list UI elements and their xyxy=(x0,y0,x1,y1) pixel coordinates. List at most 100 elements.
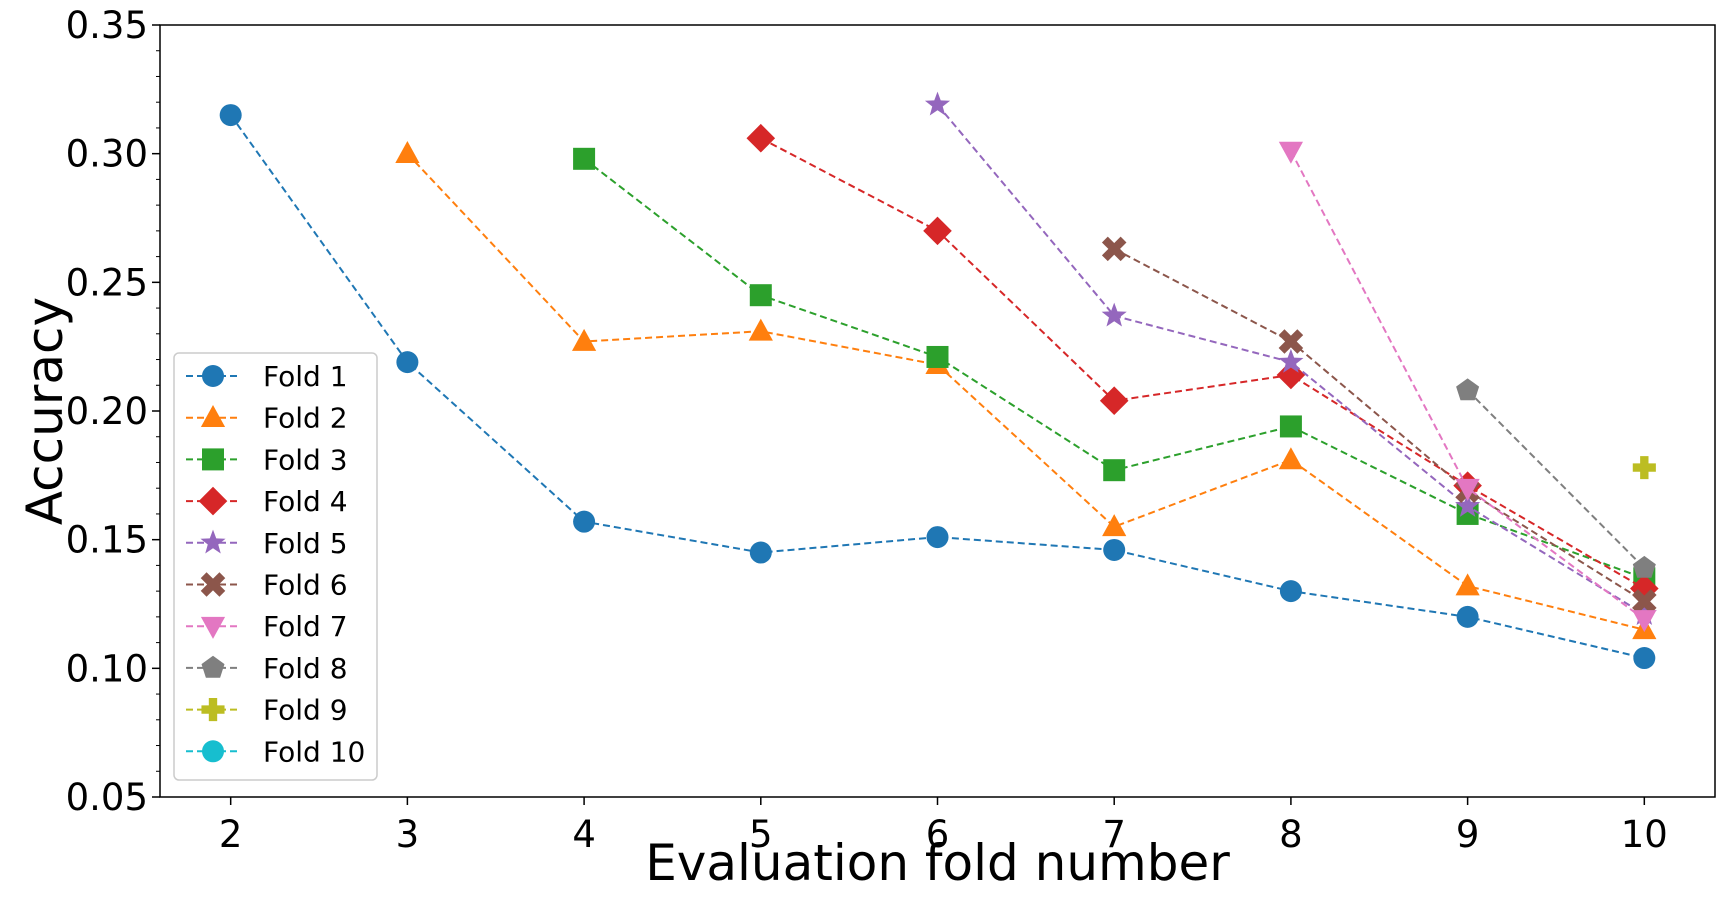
data-point xyxy=(1278,348,1304,373)
series-fold-6 xyxy=(1101,236,1657,614)
legend-marker xyxy=(200,572,226,597)
legend-entry: Fold 10 xyxy=(186,735,365,768)
legend-entry: Fold 2 xyxy=(186,402,348,435)
data-point xyxy=(1279,580,1302,603)
data-point xyxy=(1456,378,1480,401)
series-fold-4 xyxy=(746,123,1659,603)
legend-entry: Fold 3 xyxy=(186,443,348,476)
data-point xyxy=(396,351,419,374)
data-point xyxy=(1279,415,1302,438)
series-fold-9 xyxy=(1632,456,1656,480)
x-tick-label: 5 xyxy=(749,813,773,856)
legend-label: Fold 5 xyxy=(263,527,348,560)
legend-label: Fold 7 xyxy=(263,610,348,643)
legend-label: Fold 4 xyxy=(263,485,348,518)
y-tick-label: 0.05 xyxy=(66,776,148,819)
legend-entry: Fold 8 xyxy=(186,652,348,685)
legend-entry: Fold 7 xyxy=(186,610,348,643)
legend-entry: Fold 6 xyxy=(186,569,348,602)
data-point xyxy=(1456,605,1479,628)
data-point xyxy=(1103,459,1126,482)
legend-marker xyxy=(200,405,226,428)
legend-marker xyxy=(202,448,224,471)
legend-label: Fold 1 xyxy=(263,360,348,393)
legend-label: Fold 8 xyxy=(263,652,348,685)
data-point xyxy=(926,526,949,549)
x-tick-label: 7 xyxy=(1102,813,1126,856)
y-tick-label: 0.30 xyxy=(66,133,148,176)
legend-label: Fold 6 xyxy=(263,569,348,602)
series-line xyxy=(760,137,1645,590)
legend-entry: Fold 1 xyxy=(186,360,348,393)
x-tick-label: 2 xyxy=(219,813,243,856)
data-point xyxy=(1099,386,1129,416)
series-line xyxy=(229,114,1645,660)
data-point xyxy=(395,141,420,164)
series-fold-7 xyxy=(1278,141,1657,633)
data-point xyxy=(1103,538,1126,561)
plot-area-frame xyxy=(159,24,1716,798)
series-line xyxy=(1113,247,1645,603)
data-point xyxy=(1278,141,1304,164)
y-tick-label: 0.20 xyxy=(66,390,148,433)
data-point xyxy=(573,147,596,170)
legend-marker xyxy=(200,529,226,554)
legend-marker xyxy=(200,616,226,639)
data-point xyxy=(1101,236,1127,262)
series-layer xyxy=(219,91,1659,670)
legend-entry: Fold 5 xyxy=(186,527,348,560)
series-fold-1 xyxy=(219,104,1656,670)
data-point xyxy=(749,284,772,307)
legend-label: Fold 10 xyxy=(263,735,365,768)
series-line xyxy=(406,152,1645,631)
legend-label: Fold 2 xyxy=(263,402,348,435)
data-point xyxy=(571,328,597,351)
data-point xyxy=(1278,329,1304,354)
x-axis-label: Evaluation fold number xyxy=(645,834,1230,892)
x-tick-label: 9 xyxy=(1456,813,1480,856)
y-tick-label: 0.10 xyxy=(66,647,148,690)
data-point xyxy=(1102,514,1127,537)
x-tick-label: 8 xyxy=(1279,813,1303,856)
legend-label: Fold 3 xyxy=(263,443,348,476)
data-point xyxy=(923,216,952,246)
legend-marker xyxy=(201,655,225,678)
data-point xyxy=(748,318,773,341)
x-tick-label: 4 xyxy=(572,813,596,856)
legend-marker xyxy=(201,698,225,722)
x-tick-label: 6 xyxy=(926,813,950,856)
data-point xyxy=(1455,478,1480,501)
series-fold-2 xyxy=(395,141,1657,640)
legend-marker xyxy=(202,740,224,763)
y-tick-label: 0.25 xyxy=(66,261,148,304)
data-point xyxy=(1101,302,1127,327)
y-tick-label: 0.35 xyxy=(66,4,148,47)
data-point xyxy=(1632,456,1656,480)
data-point xyxy=(219,104,242,127)
legend-entry: Fold 9 xyxy=(186,694,348,727)
data-point xyxy=(1632,589,1657,614)
legend: Fold 1 Fold 2 Fold 3 Fold 4 Fold 5 Fold 6 Fold… xyxy=(173,352,378,781)
y-axis-label: Accuracy xyxy=(16,297,74,525)
data-point xyxy=(926,345,949,368)
series-fold-3 xyxy=(573,147,1656,590)
legend-marker xyxy=(198,486,228,516)
data-point xyxy=(1455,573,1480,596)
data-point xyxy=(1632,610,1657,633)
legend-label: Fold 9 xyxy=(263,694,348,727)
data-point xyxy=(1278,447,1304,470)
data-point xyxy=(1455,493,1481,517)
legend-marker xyxy=(202,365,224,387)
series-fold-8 xyxy=(1456,378,1656,578)
data-point xyxy=(1633,647,1656,670)
legend-entry: Fold 4 xyxy=(186,485,348,518)
axis-ticks: 2 3 4 5 6 7 8 9 10 0.05 0.10 0.15 0.20 0.25 0.30 0.35 xyxy=(66,4,1668,856)
y-tick-label: 0.15 xyxy=(66,519,148,562)
data-point xyxy=(573,510,596,533)
data-point xyxy=(1632,555,1656,578)
x-tick-label: 3 xyxy=(396,813,420,856)
data-point xyxy=(924,91,951,116)
x-tick-label: 10 xyxy=(1621,813,1668,856)
series-line xyxy=(1466,389,1646,569)
